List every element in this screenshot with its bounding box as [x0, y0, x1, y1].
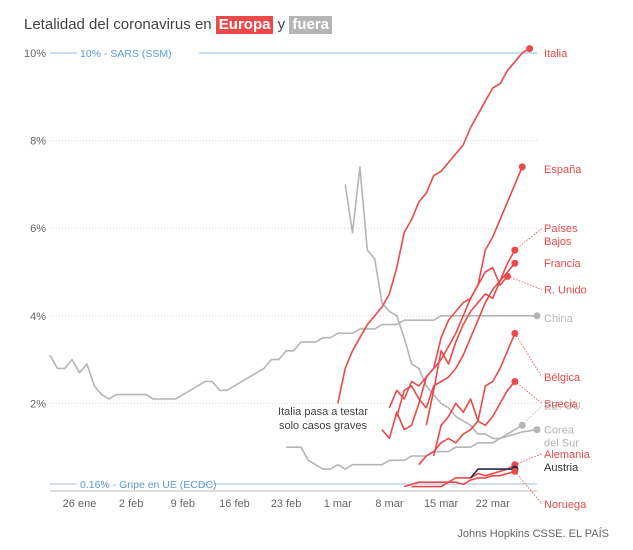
- label-leader: [514, 453, 543, 466]
- series-end-dot: [526, 45, 534, 53]
- label-leader: [514, 227, 543, 251]
- series-line-corea-del-sur: [286, 428, 538, 470]
- y-tick-label: 6%: [30, 223, 46, 235]
- series-line-b-lgica: [432, 332, 516, 457]
- series-end-dot: [533, 312, 541, 320]
- x-tick-label: 15 mar: [424, 498, 459, 510]
- label-leader: [507, 276, 543, 290]
- series-label: R. Unido: [544, 285, 587, 297]
- series-end-dot: [533, 426, 541, 434]
- series-line-italia: [337, 47, 531, 404]
- series-label: Bélgica: [544, 372, 581, 384]
- label-leader: [514, 381, 543, 404]
- title-prefix: Letalidad del coronavirus en: [24, 16, 212, 33]
- x-tick-label: 26 ene: [63, 498, 97, 510]
- series-line-r-unido: [381, 266, 509, 440]
- reference-label-bg: [77, 46, 199, 59]
- reference-label: 10% - SARS (SSM): [80, 48, 172, 60]
- x-tick-label: 9 feb: [171, 498, 195, 510]
- x-tick-label: 16 feb: [219, 498, 250, 510]
- x-tick-label: 8 mar: [375, 498, 403, 510]
- annotation-text: Italia pasa a testar: [278, 406, 368, 418]
- series-label: Austria: [544, 462, 579, 474]
- series-label: España: [544, 164, 582, 176]
- title-joiner: y: [277, 16, 286, 33]
- series-label: Suecia: [544, 398, 579, 410]
- series-label: Alemania: [544, 449, 591, 461]
- source-credit: Johns Hopkins CSSE. EL PAÍS: [457, 528, 609, 540]
- x-tick-label: 1 mar: [324, 498, 352, 510]
- reference-label-bg: [77, 476, 199, 490]
- series-line-china: [49, 314, 537, 400]
- title-outside-tag: fuera: [289, 16, 333, 34]
- series-label: Noruega: [544, 499, 587, 511]
- x-tick-label: 23 feb: [271, 498, 302, 510]
- series-end-dot: [518, 163, 526, 171]
- title-europe-tag: Europa: [215, 16, 274, 34]
- y-tick-label: 4%: [30, 311, 46, 323]
- reference-label: 0.16% - Gripe en UE (ECDC): [80, 479, 217, 491]
- series-label: China: [544, 313, 574, 325]
- series-label: Francia: [544, 258, 582, 270]
- series-label: Italia: [544, 48, 568, 60]
- series-line-espa-a: [388, 166, 523, 409]
- y-tick-label: 10%: [24, 48, 46, 60]
- x-tick-label: 2 feb: [119, 498, 143, 510]
- series-label: Países: [544, 223, 578, 235]
- series-line-austria: [469, 468, 515, 479]
- series-label: EE. UU.: [544, 401, 584, 413]
- series-label: Bajos: [544, 236, 572, 248]
- series-line-noruega: [411, 470, 516, 488]
- label-leader: [514, 471, 543, 505]
- chart-title: Letalidad del coronavirus en Europa y fu…: [24, 16, 333, 34]
- annotation-text: solo casos graves: [279, 420, 368, 432]
- series-label: Corea: [544, 425, 575, 437]
- y-tick-label: 2%: [30, 398, 46, 410]
- series-line-alemania: [403, 464, 516, 488]
- series-label: del Sur: [544, 438, 579, 450]
- series-end-dot: [511, 259, 519, 267]
- x-tick-label: 22 mar: [476, 498, 511, 510]
- series-line-ee-uu-: [344, 166, 523, 440]
- series-line-francia: [396, 262, 516, 417]
- label-leader: [521, 405, 543, 426]
- series-line-suecia: [418, 380, 516, 466]
- label-leader: [514, 333, 543, 378]
- y-tick-label: 8%: [30, 136, 46, 148]
